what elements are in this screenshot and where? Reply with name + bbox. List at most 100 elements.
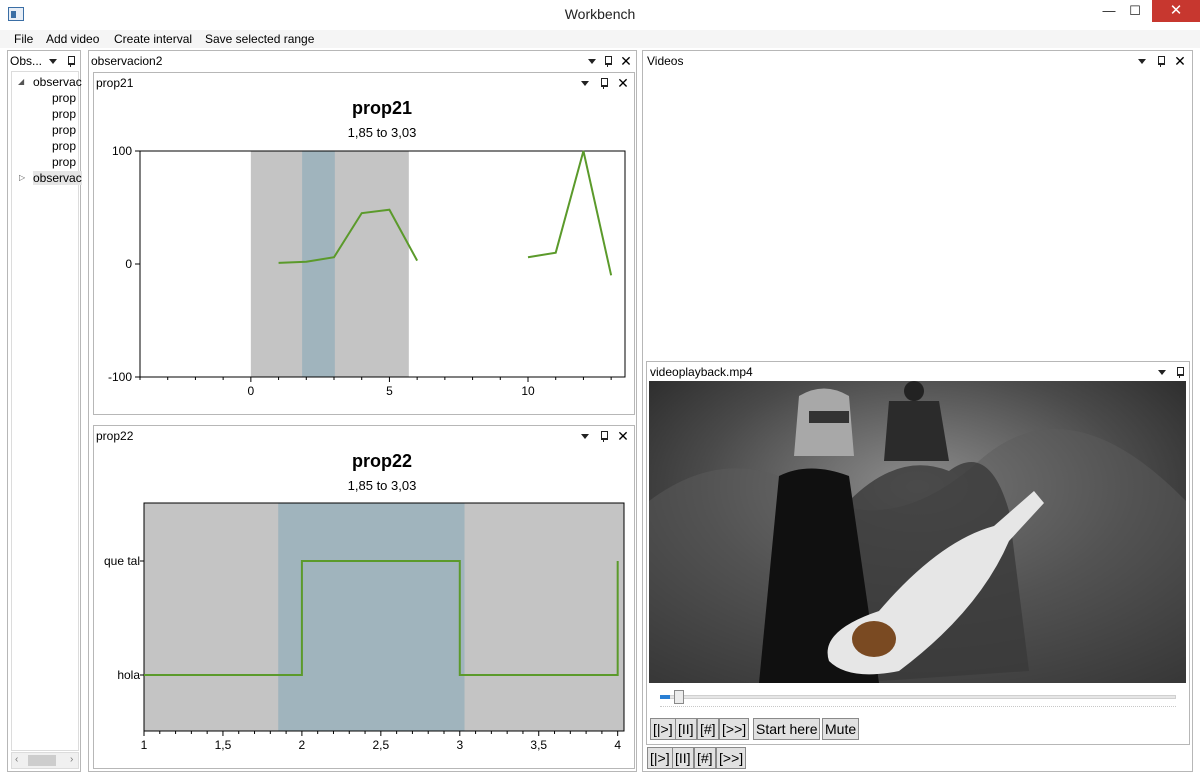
stop-all-button[interactable]: [#] bbox=[694, 747, 716, 769]
pin-icon[interactable] bbox=[64, 54, 78, 68]
seek-thumb[interactable] bbox=[674, 690, 685, 704]
panel-title: prop22 bbox=[96, 429, 134, 443]
y-tick-label: -100 bbox=[108, 370, 132, 384]
window-title: Workbench bbox=[564, 6, 636, 22]
tree-view: ◢ observac prop prop prop prop prop ▷ ob… bbox=[11, 71, 82, 751]
minimize-button[interactable]: — bbox=[1102, 3, 1116, 18]
y-category-label: hola bbox=[117, 668, 140, 682]
chart-panel-prop22: prop22 ✕ prop22 1,85 to 3,03 hola que tal… bbox=[93, 425, 635, 769]
panel-title: observacion2 bbox=[91, 54, 163, 68]
x-tick-label: 0 bbox=[248, 384, 255, 398]
menu-bar: File Add video Create interval Save sele… bbox=[0, 30, 1200, 48]
pin-icon[interactable] bbox=[601, 54, 615, 68]
dropdown-icon[interactable] bbox=[46, 54, 60, 68]
play-button[interactable]: [|>] bbox=[650, 718, 676, 740]
panel-header: Videos ✕ bbox=[643, 51, 1192, 71]
series-line bbox=[144, 560, 619, 676]
panel-header: videoplayback.mp4 bbox=[647, 362, 1189, 382]
forward-button[interactable]: [>>] bbox=[719, 718, 750, 740]
tree-node-prop[interactable]: prop bbox=[52, 107, 77, 121]
close-icon[interactable]: ✕ bbox=[1174, 53, 1186, 69]
stop-button[interactable]: [#] bbox=[697, 718, 719, 740]
chart-title: prop21 bbox=[352, 98, 412, 118]
tree-node-observation[interactable]: observac bbox=[33, 171, 82, 185]
dropdown-icon[interactable] bbox=[578, 429, 592, 443]
collapsed-arrow-icon[interactable]: ▷ bbox=[19, 173, 26, 182]
pause-button[interactable]: [II] bbox=[675, 718, 697, 740]
chart-subtitle: 1,85 to 3,03 bbox=[348, 478, 417, 493]
seek-progress bbox=[660, 695, 671, 699]
horizontal-scrollbar[interactable]: ‹ › bbox=[11, 752, 79, 769]
maximize-button[interactable]: ☐ bbox=[1129, 3, 1141, 18]
observation-panel: observacion2 ✕ prop21 ✕ prop21 1,85 to 3… bbox=[88, 50, 637, 772]
chart-title: prop22 bbox=[352, 451, 412, 471]
tree-node-prop[interactable]: prop bbox=[52, 91, 77, 105]
menu-save-selected-range[interactable]: Save selected range bbox=[205, 32, 315, 46]
prop22-chart: prop22 1,85 to 3,03 hola que tal 1 1,5 2 2,5 3… bbox=[104, 451, 625, 752]
pause-all-button[interactable]: [II] bbox=[672, 747, 694, 769]
panel-title: Obs... bbox=[10, 54, 43, 68]
close-window-button[interactable]: ✕ bbox=[1152, 0, 1200, 22]
close-icon[interactable]: ✕ bbox=[620, 53, 632, 69]
app-icon bbox=[8, 7, 24, 21]
scroll-thumb[interactable] bbox=[28, 755, 56, 766]
x-tick-label: 5 bbox=[386, 384, 393, 398]
dropdown-icon[interactable] bbox=[585, 54, 599, 68]
panel-header: prop21 ✕ bbox=[94, 73, 634, 93]
prop21-chart: prop21 1,85 to 3,03 -100 0 100 0 5 10 bbox=[108, 98, 626, 398]
tree-node-observation[interactable]: observac bbox=[33, 75, 82, 89]
panel-header: Obs... bbox=[8, 51, 80, 71]
series-line bbox=[527, 150, 613, 276]
seek-track[interactable] bbox=[660, 695, 1176, 699]
menu-file[interactable]: File bbox=[14, 32, 34, 46]
series-line bbox=[278, 208, 419, 264]
tree-node-prop[interactable]: prop bbox=[52, 139, 77, 153]
dropdown-icon[interactable] bbox=[1155, 365, 1169, 379]
scroll-right-icon[interactable]: › bbox=[70, 754, 74, 765]
y-category-label: que tal bbox=[104, 554, 140, 568]
panel-title: prop21 bbox=[96, 76, 134, 90]
x-tick-label: 10 bbox=[521, 384, 535, 398]
expanded-arrow-icon[interactable]: ◢ bbox=[18, 77, 25, 86]
tree-node-prop[interactable]: prop bbox=[52, 155, 77, 169]
mute-button[interactable]: Mute bbox=[822, 718, 860, 740]
x-tick-label: 1,5 bbox=[215, 738, 232, 752]
panel-header: observacion2 ✕ bbox=[89, 51, 636, 71]
pin-icon[interactable] bbox=[597, 429, 611, 443]
plot-frame bbox=[143, 502, 625, 732]
selection-band bbox=[278, 503, 465, 731]
x-tick-label: 2,5 bbox=[372, 738, 389, 752]
video-frame[interactable] bbox=[649, 381, 1186, 683]
pin-icon[interactable] bbox=[1173, 365, 1187, 379]
menu-create-interval[interactable]: Create interval bbox=[114, 32, 193, 46]
tree-node-prop[interactable]: prop bbox=[52, 123, 77, 137]
video-image bbox=[649, 381, 1186, 683]
dropdown-icon[interactable] bbox=[578, 76, 592, 90]
x-tick-label: 2 bbox=[299, 738, 306, 752]
pin-icon[interactable] bbox=[597, 76, 611, 90]
y-tick-label: 0 bbox=[125, 257, 132, 271]
video-filename: videoplayback.mp4 bbox=[650, 365, 753, 379]
pin-icon[interactable] bbox=[1154, 54, 1168, 68]
play-all-button[interactable]: [|>] bbox=[647, 747, 673, 769]
y-tick-label: 100 bbox=[112, 144, 132, 158]
forward-all-button[interactable]: [>>] bbox=[716, 747, 747, 769]
chart-subtitle: 1,85 to 3,03 bbox=[348, 125, 417, 140]
panel-title: Videos bbox=[647, 54, 684, 68]
x-tick-label: 1 bbox=[141, 738, 148, 752]
video-seek-bar[interactable] bbox=[660, 690, 1176, 704]
dropdown-icon[interactable] bbox=[1135, 54, 1149, 68]
panel-header: prop22 ✕ bbox=[94, 426, 634, 446]
close-icon[interactable]: ✕ bbox=[617, 75, 629, 91]
x-tick-label: 3,5 bbox=[530, 738, 547, 752]
x-tick-label: 3 bbox=[456, 738, 463, 752]
start-here-button[interactable]: Start here bbox=[753, 718, 821, 740]
scroll-left-icon[interactable]: ‹ bbox=[15, 754, 19, 765]
seek-ticks bbox=[660, 706, 1176, 708]
selection-band bbox=[302, 151, 335, 377]
chart-panel-prop21: prop21 ✕ prop21 1,85 to 3,03 -100 0 100 0 5 1… bbox=[93, 72, 635, 415]
menu-add-video[interactable]: Add video bbox=[46, 32, 100, 46]
close-icon[interactable]: ✕ bbox=[617, 428, 629, 444]
x-tick-label: 4 bbox=[614, 738, 621, 752]
title-bar: Workbench — ☐ ✕ bbox=[0, 0, 1200, 30]
